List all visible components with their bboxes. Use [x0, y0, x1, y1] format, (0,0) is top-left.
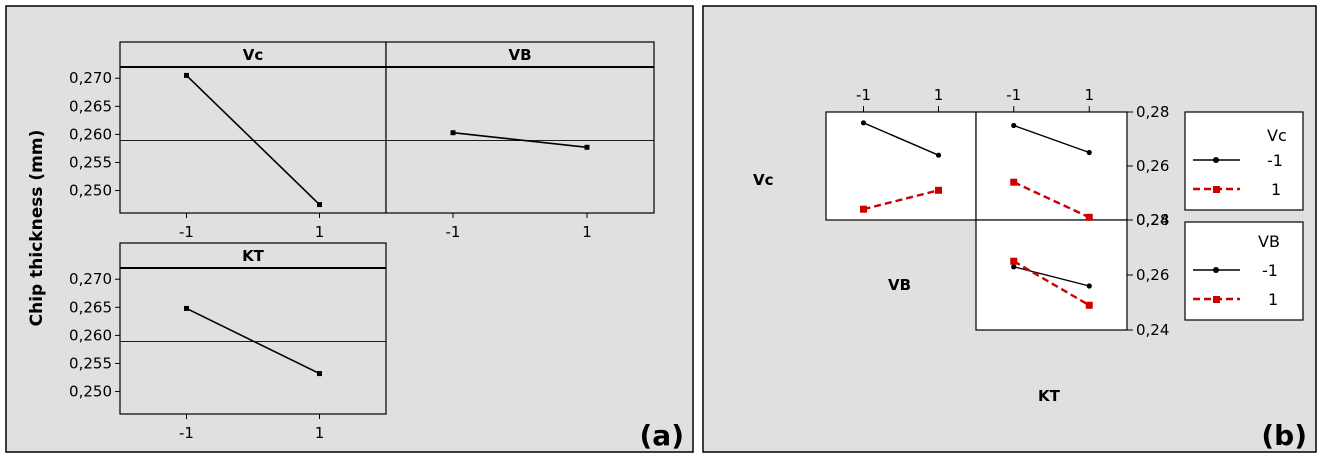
data-point-vc-1	[317, 202, 322, 208]
legend-vc-entry-high: 1	[1271, 180, 1281, 199]
interaction-point-vb-kt-series-1-1	[1085, 301, 1093, 309]
data-point-vc-0	[184, 72, 189, 78]
effect-line-kt	[186, 307, 320, 375]
legend-vc-box	[1184, 111, 1304, 211]
interaction-point-vc-vb-series-0-0	[860, 120, 867, 126]
y-tick-label-kt-4: 0,270	[69, 270, 112, 288]
legend-vb-marker-high	[1213, 296, 1220, 303]
legend-vc-marker-high	[1213, 186, 1220, 193]
legend-vc-marker-low	[1213, 157, 1219, 163]
interaction-point-vc-vb-series-1-0	[860, 205, 867, 213]
interaction-line-vc-vb-series-1	[863, 189, 939, 211]
x-tick-label-kt-1: 1	[315, 424, 325, 442]
interaction-point-vc-kt-series-0-0	[1011, 122, 1017, 129]
interaction-point-vc-vb-series-0-1	[935, 152, 942, 158]
y-tick-label-vc-1: 0,255	[69, 153, 112, 171]
interaction-y-tick-label-vc-kt-1: 0,26	[1136, 157, 1169, 175]
y-tick-label-kt-2: 0,260	[69, 326, 112, 344]
y-axis-label: Chip thickness (mm)	[27, 130, 47, 327]
legend-vb-entry-low: -1	[1262, 261, 1278, 280]
effect-line-vb	[452, 131, 588, 149]
data-point-kt-1	[317, 371, 322, 377]
y-tick-label-vc-0: 0,250	[69, 182, 112, 200]
interaction-point-vc-kt-series-1-1	[1085, 213, 1093, 221]
interaction-y-tick-label-vb-kt-1: 0,26	[1136, 266, 1169, 284]
interaction-point-vb-kt-series-1-0	[1010, 257, 1018, 265]
row-label-vc: Vc	[753, 171, 774, 189]
x-tick-label-kt-0: -1	[179, 424, 194, 442]
legend-vc-title: Vc	[1267, 126, 1287, 145]
interaction-x-tick-label-vc-vb-1: 1	[934, 86, 944, 104]
data-point-vb-0	[450, 130, 456, 136]
legend-vb-title: VB	[1258, 232, 1280, 251]
interaction-x-tick-label-vc-kt-0: -1	[1006, 86, 1021, 104]
panel-b-label: (b)	[1261, 419, 1307, 452]
interaction-y-tick-label-vc-kt-0: 0,24	[1136, 211, 1169, 229]
strip-label-vb: VB	[508, 46, 531, 64]
interaction-point-vc-kt-series-0-1	[1086, 149, 1092, 156]
interaction-y-tick-label-vb-kt-0: 0,24	[1136, 321, 1169, 339]
data-point-kt-0	[184, 305, 189, 311]
row-label-vb: VB	[888, 276, 911, 294]
legend-vb-entry-high: 1	[1268, 290, 1278, 309]
interaction-point-vc-kt-series-1-0	[1010, 178, 1018, 186]
y-tick-label-vc-2: 0,260	[69, 125, 112, 143]
x-tick-label-vb-1: 1	[582, 223, 592, 241]
y-tick-label-kt-0: 0,250	[69, 383, 112, 401]
interaction-point-vb-kt-series-0-1	[1086, 283, 1092, 289]
interaction-cell-vb-kt	[975, 219, 1128, 331]
strip-label-vc: Vc	[243, 46, 264, 64]
legend-vb: VB -1 1	[1184, 221, 1304, 321]
interaction-line-vb-kt-series-1	[1013, 260, 1090, 307]
interaction-y-tick-label-vc-kt-2: 0,28	[1136, 103, 1169, 121]
main-effects-plot-area-vc	[119, 41, 387, 214]
x-tick-label-vc-1: 1	[315, 223, 325, 241]
data-point-vb-1	[584, 144, 590, 150]
y-tick-label-kt-1: 0,255	[69, 354, 112, 372]
interaction-y-tick-label-vb-kt-2: 0,28	[1136, 211, 1169, 229]
y-tick-label-vc-3: 0,265	[69, 97, 112, 115]
main-effects-plot-area-kt	[119, 242, 387, 415]
legend-vc-entry-low: -1	[1267, 151, 1283, 170]
interaction-line-vc-kt-series-1	[1013, 181, 1090, 219]
interaction-marks: -1 1 -1 10,240,260,280,240,260,28	[856, 86, 1169, 339]
interaction-point-vc-vb-series-1-1	[935, 186, 942, 194]
interaction-line-vc-kt-series-0	[1013, 124, 1090, 154]
interaction-line-vc-vb-series-0	[863, 122, 939, 156]
interaction-plot: Vc VB KT -1 1 -1 10,240,260,280,240,260,28	[753, 86, 1169, 405]
interaction-point-vb-kt-series-0-0	[1011, 264, 1017, 270]
main-effects-marks: -1 1 0,250 0,255 0,260 0,265 0,270 -1 1 -1 1 0,250 0…	[69, 69, 654, 442]
interaction-cell-vc-vb	[825, 111, 977, 221]
y-tick-label-vc-4: 0,270	[69, 69, 112, 87]
interaction-x-tick-label-vc-vb-0: -1	[856, 86, 871, 104]
x-tick-label-vc-0: -1	[179, 223, 194, 241]
legend-vc: Vc -1 1	[1184, 111, 1304, 211]
y-tick-label-kt-3: 0,265	[69, 298, 112, 316]
effect-line-vc	[185, 74, 321, 206]
interaction-cell-vc-kt	[975, 111, 1128, 221]
column-label-kt: KT	[1038, 387, 1061, 405]
legend-vb-marker-low	[1213, 267, 1219, 273]
x-tick-label-vb-0: -1	[446, 223, 461, 241]
legend-vb-box	[1184, 221, 1304, 321]
strip-label-kt: KT	[242, 247, 265, 265]
main-effects-plot-area-vb	[385, 41, 655, 214]
panel-a-label: (a)	[640, 419, 685, 452]
main-effects-plot: Chip thickness (mm) Vc VB KT -1 1 0,250 0,2…	[27, 41, 655, 442]
interaction-x-tick-label-vc-kt-1: 1	[1084, 86, 1094, 104]
